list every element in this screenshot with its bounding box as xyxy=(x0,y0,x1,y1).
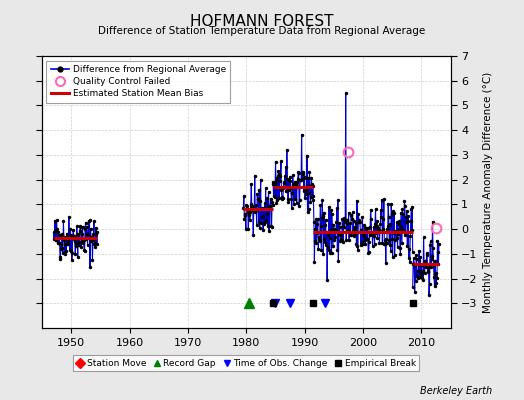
Y-axis label: Monthly Temperature Anomaly Difference (°C): Monthly Temperature Anomaly Difference (… xyxy=(483,71,493,313)
Legend: Difference from Regional Average, Quality Control Failed, Estimated Station Mean: Difference from Regional Average, Qualit… xyxy=(47,60,231,103)
Text: Difference of Station Temperature Data from Regional Average: Difference of Station Temperature Data f… xyxy=(99,26,425,36)
Text: HOFMANN FOREST: HOFMANN FOREST xyxy=(190,14,334,29)
Text: Berkeley Earth: Berkeley Earth xyxy=(420,386,493,396)
Legend: Station Move, Record Gap, Time of Obs. Change, Empirical Break: Station Move, Record Gap, Time of Obs. C… xyxy=(73,355,419,372)
